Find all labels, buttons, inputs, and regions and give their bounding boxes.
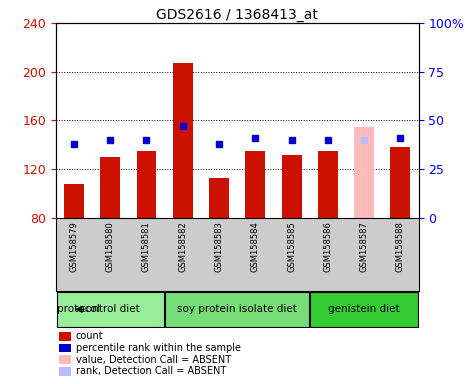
- Text: GSM158585: GSM158585: [287, 222, 296, 272]
- Text: GSM158579: GSM158579: [69, 222, 79, 272]
- Bar: [173, 63, 193, 218]
- Text: GSM158581: GSM158581: [142, 222, 151, 272]
- Text: value, Detection Call = ABSENT: value, Detection Call = ABSENT: [76, 355, 231, 365]
- Bar: [354, 127, 374, 218]
- Title: GDS2616 / 1368413_at: GDS2616 / 1368413_at: [156, 8, 318, 22]
- Bar: [57, 292, 164, 327]
- Text: soy protein isolate diet: soy protein isolate diet: [177, 304, 297, 314]
- Text: count: count: [76, 331, 103, 341]
- Text: GSM158587: GSM158587: [359, 222, 369, 273]
- Bar: [60, 332, 71, 341]
- Text: GSM158584: GSM158584: [251, 222, 260, 272]
- Text: GSM158588: GSM158588: [396, 222, 405, 273]
- Bar: [60, 367, 71, 376]
- Bar: [282, 155, 301, 218]
- Text: GSM158586: GSM158586: [323, 222, 332, 273]
- Bar: [318, 151, 338, 218]
- Text: control diet: control diet: [80, 304, 140, 314]
- Bar: [60, 344, 71, 353]
- Bar: [137, 151, 156, 218]
- Bar: [209, 178, 229, 218]
- Text: GSM158583: GSM158583: [214, 222, 224, 273]
- Text: GSM158582: GSM158582: [178, 222, 187, 272]
- Text: genistein diet: genistein diet: [328, 304, 400, 314]
- Text: GSM158580: GSM158580: [106, 222, 115, 272]
- Bar: [311, 292, 418, 327]
- Text: rank, Detection Call = ABSENT: rank, Detection Call = ABSENT: [76, 366, 226, 376]
- Bar: [64, 184, 84, 218]
- Bar: [391, 147, 410, 218]
- Bar: [166, 292, 309, 327]
- Bar: [60, 355, 71, 364]
- Bar: [246, 151, 265, 218]
- Text: percentile rank within the sample: percentile rank within the sample: [76, 343, 241, 353]
- Text: protocol: protocol: [57, 304, 99, 314]
- Bar: [100, 157, 120, 218]
